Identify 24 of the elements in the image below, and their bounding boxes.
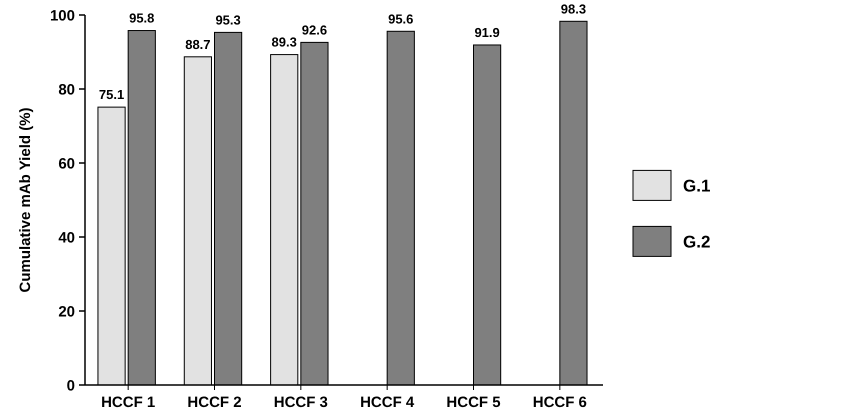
y-axis-title: Cumulative mAb Yield (%)	[17, 107, 34, 293]
y-tick-label: 80	[58, 81, 75, 98]
x-tick-label: HCCF 5	[446, 394, 501, 411]
y-tick-label: 100	[50, 7, 75, 24]
data-label: 88.7	[185, 36, 211, 52]
data-label: 75.1	[98, 87, 124, 102]
y-tick-label: 40	[58, 229, 75, 246]
data-label: 95.8	[129, 10, 154, 26]
data-label: 95.6	[388, 11, 414, 26]
x-tick-label: HCCF 1	[101, 394, 156, 411]
x-tick-label: HCCF 2	[187, 394, 242, 411]
y-tick-label: 20	[58, 303, 75, 320]
y-tick-label: 60	[58, 155, 75, 172]
legend-label: G.1	[683, 176, 710, 196]
y-tick-label: 0	[66, 377, 75, 394]
x-tick-label: HCCF 3	[274, 394, 328, 411]
x-tick-label: HCCF 6	[532, 394, 587, 411]
data-label: 98.3	[560, 1, 586, 16]
data-label: 91.9	[474, 24, 500, 40]
legend-label: G.2	[683, 232, 710, 252]
data-label: 89.3	[272, 34, 297, 50]
data-label: 95.3	[215, 12, 241, 28]
data-label: 92.6	[302, 22, 328, 38]
x-tick-label: HCCF 4	[360, 394, 415, 411]
